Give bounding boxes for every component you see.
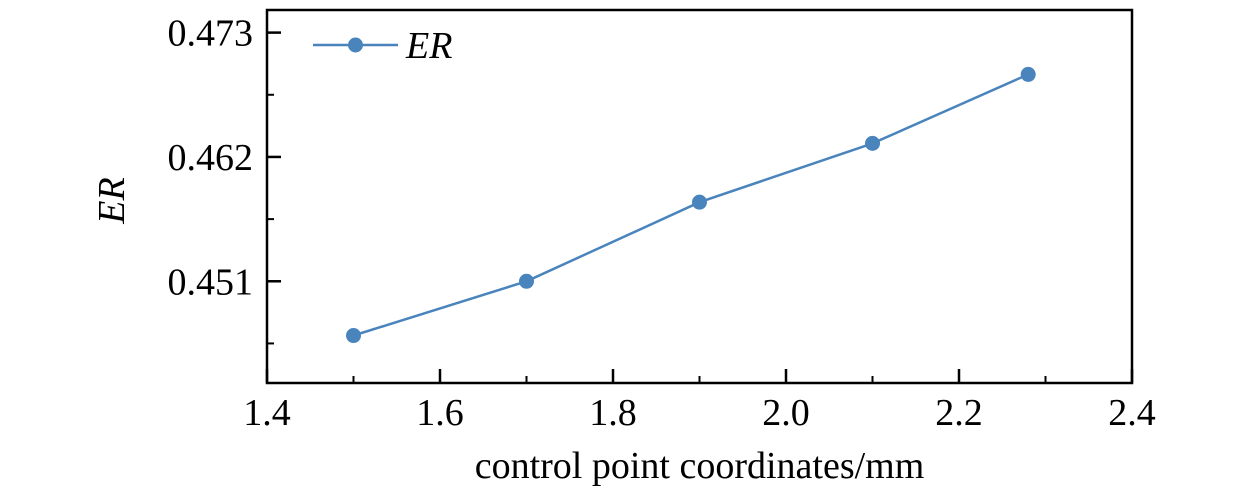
data-point: [865, 135, 880, 151]
y-axis: 0.451 0.462 0.473: [168, 13, 281, 345]
x-axis-title: control point coordinates/mm: [475, 445, 925, 487]
data-point: [346, 328, 361, 344]
data-point: [519, 273, 534, 289]
x-tick-label: 2.2: [935, 392, 983, 434]
y-tick-label: 0.451: [168, 261, 254, 303]
legend-label: ER: [405, 25, 452, 67]
x-tick-label: 1.6: [416, 392, 464, 434]
x-tick-label: 1.8: [589, 392, 637, 434]
x-tick-label: 1.4: [243, 392, 291, 434]
plot-frame: [265, 8, 1134, 385]
legend-marker: [348, 37, 363, 53]
legend: ER: [313, 25, 452, 67]
series-layer: [346, 66, 1036, 344]
data-point: [1020, 66, 1036, 82]
y-axis-title: ER: [91, 177, 133, 224]
series-line: [353, 73, 1029, 337]
y-tick-label: 0.473: [168, 13, 254, 55]
x-tick-label: 2.0: [762, 392, 810, 434]
x-axis: 1.4 1.6 1.8 2.0 2.2 2.4: [243, 369, 1156, 434]
data-point: [692, 194, 707, 210]
y-tick-label: 0.462: [168, 137, 254, 179]
x-tick-label: 2.4: [1108, 392, 1156, 434]
